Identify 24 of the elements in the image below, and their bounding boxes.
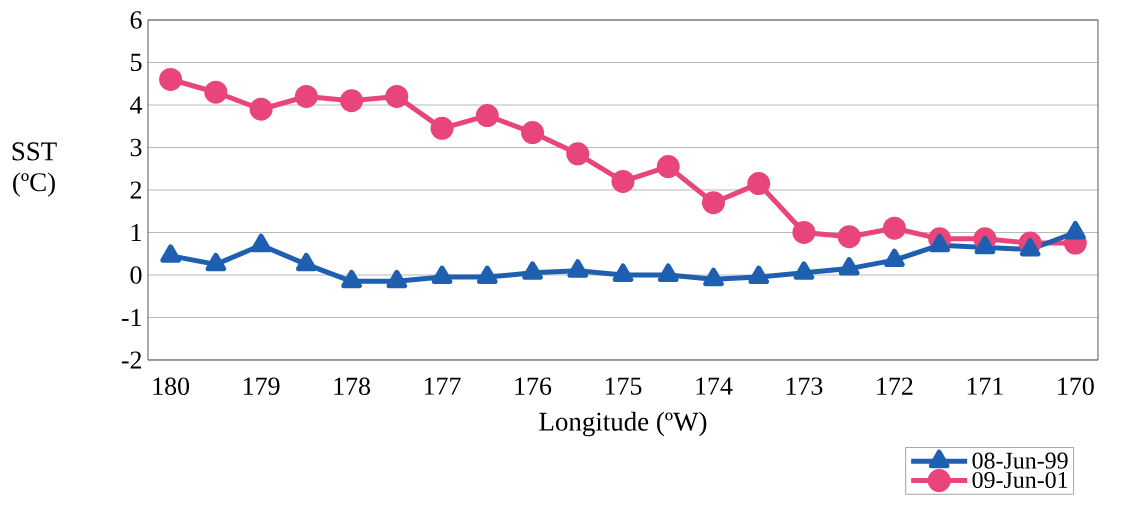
x-tick-label: 173 <box>786 377 823 395</box>
y-axis-title: SST (ºC) <box>12 142 57 197</box>
x-tick-label: 175 <box>605 377 642 395</box>
x-tick-label: 179 <box>243 377 280 395</box>
x-tick-label: 177 <box>424 377 461 395</box>
x-tick-label: 172 <box>877 377 913 395</box>
x-axis-title: Longitude (ºW) <box>539 411 707 437</box>
x-tick-label: 176 <box>515 377 552 395</box>
y-tick-label: -1 <box>121 308 141 327</box>
y-tick-label: 5 <box>131 53 142 72</box>
y-tick-label: 2 <box>130 181 142 199</box>
y-tick-label: -2 <box>121 351 142 369</box>
x-tick-label: 178 <box>334 377 371 395</box>
x-tick-label: 180 <box>153 377 190 395</box>
y-tick-label: 4 <box>130 96 143 114</box>
legend-label: 09-Jun-01 <box>972 471 1068 489</box>
legend-label: 08-Jun-99 <box>972 452 1068 469</box>
y-tick-label: 1 <box>131 223 141 242</box>
y-tick-label: 0 <box>130 266 142 284</box>
y-tick-label: 3 <box>130 138 142 157</box>
x-tick-label: 171 <box>967 377 1003 395</box>
y-tick-label: 6 <box>130 11 142 29</box>
x-tick-label: 174 <box>696 377 733 395</box>
x-tick-label: 170 <box>1058 377 1094 395</box>
